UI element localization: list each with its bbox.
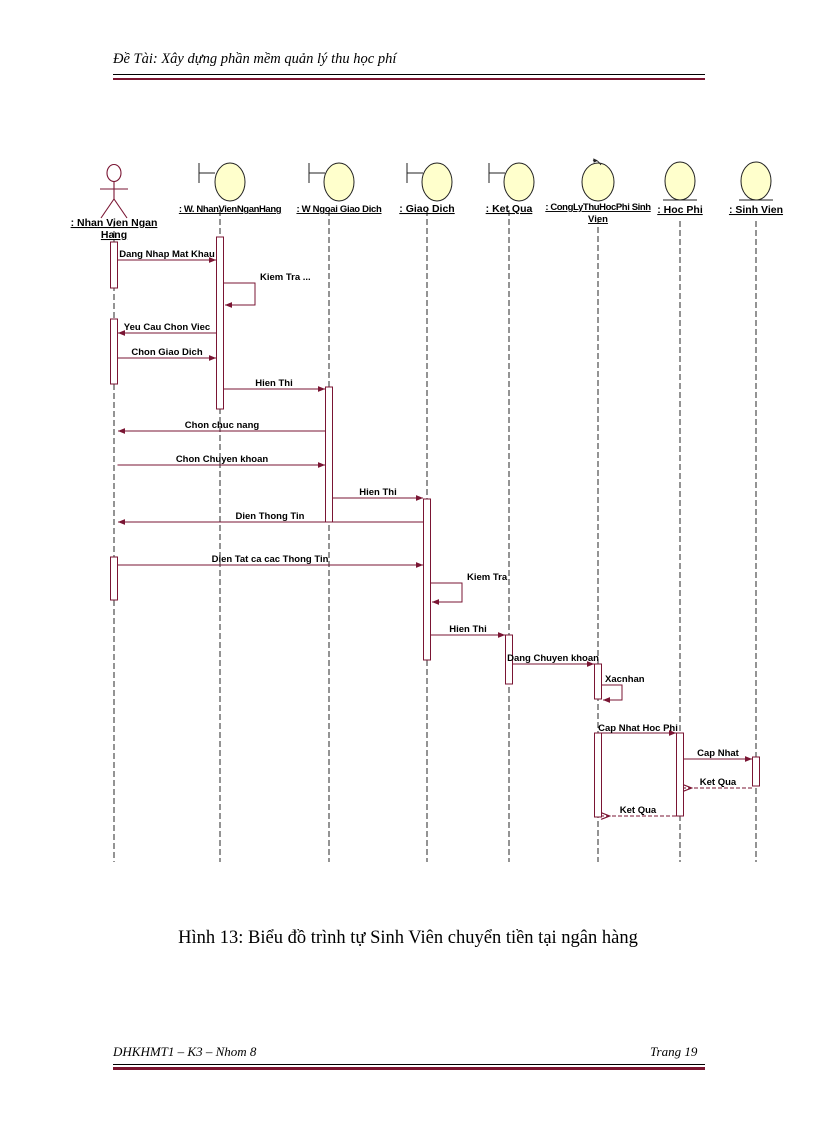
svg-text:Vien: Vien xyxy=(588,214,608,225)
svg-text:: Giao Dich: : Giao Dich xyxy=(399,203,454,215)
svg-text:Kiem Tra: Kiem Tra xyxy=(467,572,508,583)
svg-text:Xacnhan: Xacnhan xyxy=(605,674,645,685)
svg-text:Ket Qua: Ket Qua xyxy=(620,805,657,816)
svg-text:: Nhan Vien Ngan: : Nhan Vien Ngan xyxy=(71,217,158,229)
svg-text:Chon Chuyen khoan: Chon Chuyen khoan xyxy=(176,454,269,465)
svg-text:Hien Thi: Hien Thi xyxy=(449,624,486,635)
svg-text:: CongLyThuHocPhi Sinh: : CongLyThuHocPhi Sinh xyxy=(545,202,651,213)
svg-text:Hang: Hang xyxy=(101,229,127,241)
svg-text:Ket Qua: Ket Qua xyxy=(700,777,737,788)
svg-text:Chon Giao Dich: Chon Giao Dich xyxy=(131,347,202,358)
svg-text:Dang Nhap Mat Khau: Dang Nhap Mat Khau xyxy=(119,249,215,260)
svg-text:Cap Nhat: Cap Nhat xyxy=(697,748,740,759)
svg-text:: Sinh Vien: : Sinh Vien xyxy=(729,204,783,216)
svg-text:: Hoc Phi: : Hoc Phi xyxy=(657,204,703,216)
svg-text:: W Ngoai Giao Dich: : W Ngoai Giao Dich xyxy=(296,204,382,215)
svg-text:Kiem Tra ...: Kiem Tra ... xyxy=(260,272,311,283)
svg-text:Yeu Cau Chon Viec: Yeu Cau Chon Viec xyxy=(124,322,210,333)
svg-text:: Ket Qua: : Ket Qua xyxy=(486,203,533,215)
svg-text:Dien Thong Tin: Dien Thong Tin xyxy=(236,511,305,522)
svg-text:Hien Thi: Hien Thi xyxy=(255,378,292,389)
svg-text:: W. NhanVienNganHang: : W. NhanVienNganHang xyxy=(179,204,282,215)
svg-text:Dang Chuyen khoan: Dang Chuyen khoan xyxy=(507,653,599,664)
svg-text:Dien Tat ca cac Thong Tin: Dien Tat ca cac Thong Tin xyxy=(212,554,329,565)
svg-text:Hien Thi: Hien Thi xyxy=(359,487,396,498)
svg-text:Cap Nhat Hoc Phi: Cap Nhat Hoc Phi xyxy=(598,723,678,734)
svg-text:Chon chuc nang: Chon chuc nang xyxy=(185,420,260,431)
